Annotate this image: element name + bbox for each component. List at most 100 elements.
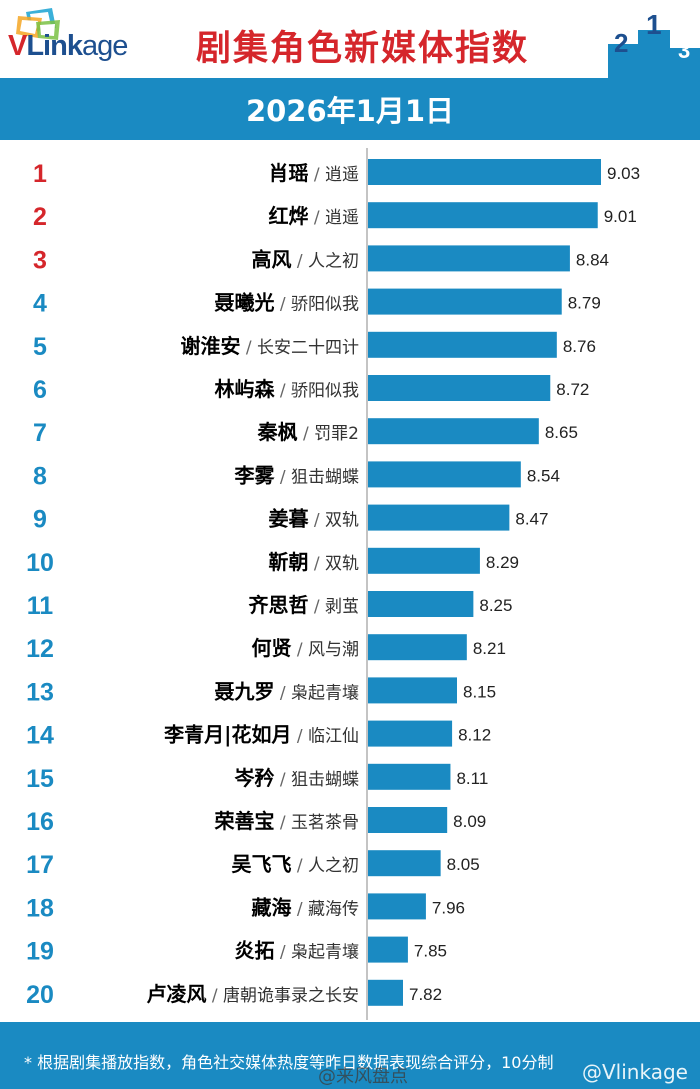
category-label: 林屿森 / 骄阳似我	[214, 377, 359, 401]
label-separator: /	[274, 467, 291, 487]
category-label: 秦枫 / 罚罪2	[257, 420, 359, 444]
category-label: 靳朝 / 双轨	[268, 550, 359, 574]
show-name: 罚罪2	[314, 424, 359, 444]
logo-icon	[16, 8, 60, 40]
value-label: 7.85	[414, 942, 447, 961]
bar	[368, 504, 510, 531]
character-name: 李雾	[233, 463, 275, 487]
label-separator: /	[291, 899, 308, 919]
podium-icon: 2 1 3	[608, 9, 700, 78]
bar	[368, 245, 570, 272]
rank-label: 6	[33, 376, 47, 404]
value-label: 9.03	[607, 164, 640, 183]
rank-label: 1	[33, 160, 47, 188]
character-name: 藏海	[251, 895, 291, 919]
character-name: 秦枫	[257, 420, 298, 444]
category-label: 聂曦光 / 骄阳似我	[213, 291, 359, 315]
show-name: 狙击蝴蝶	[291, 770, 359, 790]
category-label: 谢淮安 / 长安二十四计	[180, 334, 359, 358]
rank-label: 13	[26, 678, 54, 706]
label-separator: /	[308, 208, 325, 228]
category-label: 岑矜 / 狙击蝴蝶	[234, 766, 359, 790]
character-name: 吴飞飞	[231, 852, 291, 876]
show-name: 骄阳似我	[291, 381, 359, 401]
value-label: 7.96	[432, 898, 465, 917]
label-separator: /	[274, 683, 291, 703]
category-label: 姜暮 / 双轨	[268, 507, 359, 531]
bar	[368, 807, 448, 833]
bar	[368, 159, 601, 185]
character-name: 肖瑶	[268, 161, 308, 185]
credit: @Vlinkage	[582, 1060, 688, 1084]
category-label: 高风 / 人之初	[251, 247, 359, 271]
bar	[368, 461, 521, 488]
rank-label: 14	[26, 722, 54, 750]
category-label: 炎拓 / 枭起青壤	[234, 939, 359, 963]
rank-label: 3	[33, 246, 47, 274]
show-name: 逍遥	[325, 165, 359, 185]
value-label: 7.82	[409, 985, 442, 1004]
rank-label: 19	[26, 938, 54, 966]
label-separator: /	[308, 554, 325, 574]
bar	[368, 634, 467, 661]
character-name: 林屿森	[214, 377, 275, 401]
label-separator: /	[308, 597, 325, 617]
rank-label: 11	[27, 592, 54, 620]
show-name: 藏海传	[308, 899, 359, 919]
character-name: 岑矜	[234, 766, 274, 790]
character-name: 姜暮	[268, 507, 309, 531]
category-label: 肖瑶 / 逍遥	[268, 161, 359, 185]
show-name: 双轨	[325, 511, 359, 531]
character-name: 李青月|花如月	[163, 723, 291, 747]
category-label: 卢凌风 / 唐朝诡事录之长安	[146, 982, 359, 1006]
chart-area: 1 肖瑶 / 逍遥 9.03 2 红烨 / 逍遥 9.01 3 高风 / 人之初 8.84 4 聂曦…	[0, 140, 700, 1022]
bar	[368, 202, 598, 229]
rank-label: 9	[33, 506, 47, 534]
label-separator: /	[291, 640, 308, 660]
value-label: 8.65	[545, 423, 578, 442]
label-separator: /	[308, 165, 325, 185]
show-name: 狙击蝴蝶	[291, 467, 359, 487]
footer: * 根据剧集播放指数，角色社交媒体热度等昨日数据表现综合评分，10分制 @来风盘…	[0, 1022, 700, 1089]
label-separator: /	[308, 511, 325, 531]
category-label: 何贤 / 风与潮	[251, 636, 359, 660]
value-label: 8.84	[576, 250, 609, 269]
label-separator: /	[274, 295, 291, 315]
value-label: 8.21	[473, 639, 506, 658]
value-label: 8.79	[568, 294, 601, 313]
bar	[368, 850, 441, 877]
show-name: 玉茗茶骨	[291, 813, 359, 833]
rank-label: 4	[33, 290, 47, 318]
show-name: 长安二十四计	[257, 338, 359, 358]
show-name: 双轨	[325, 554, 359, 574]
character-name: 高风	[251, 247, 291, 271]
character-name: 何贤	[251, 636, 291, 660]
label-separator: /	[274, 381, 291, 401]
value-label: 8.72	[556, 380, 589, 399]
bar	[368, 979, 403, 1006]
bar	[368, 547, 480, 574]
show-name: 骄阳似我	[291, 295, 359, 315]
page-title: 剧集角色新媒体指数	[196, 29, 530, 69]
value-label: 8.15	[463, 682, 496, 701]
label-separator: /	[291, 856, 308, 876]
rank-label: 17	[26, 851, 54, 879]
bar	[368, 375, 551, 401]
rank-label: 7	[33, 419, 47, 447]
value-label: 8.09	[453, 812, 486, 831]
show-name: 枭起青壤	[291, 942, 359, 963]
character-name: 荣善宝	[213, 809, 274, 833]
label-separator: /	[274, 813, 291, 833]
value-label: 8.25	[479, 596, 512, 615]
character-name: 聂九罗	[213, 679, 274, 703]
character-name: 聂曦光	[213, 291, 274, 315]
svg-text:3: 3	[678, 38, 690, 63]
logo-wordmark: Link	[26, 30, 83, 62]
ranking-bar-chart: 1 肖瑶 / 逍遥 9.03 2 红烨 / 逍遥 9.01 3 高风 / 人之初 8.84 4 聂曦…	[26, 148, 640, 1020]
rank-label: 20	[26, 981, 54, 1009]
rank-label: 16	[26, 808, 54, 836]
rank-label: 8	[33, 462, 47, 490]
rank-label: 15	[26, 765, 54, 793]
label-separator: /	[274, 770, 291, 790]
show-name: 风与潮	[308, 640, 359, 660]
